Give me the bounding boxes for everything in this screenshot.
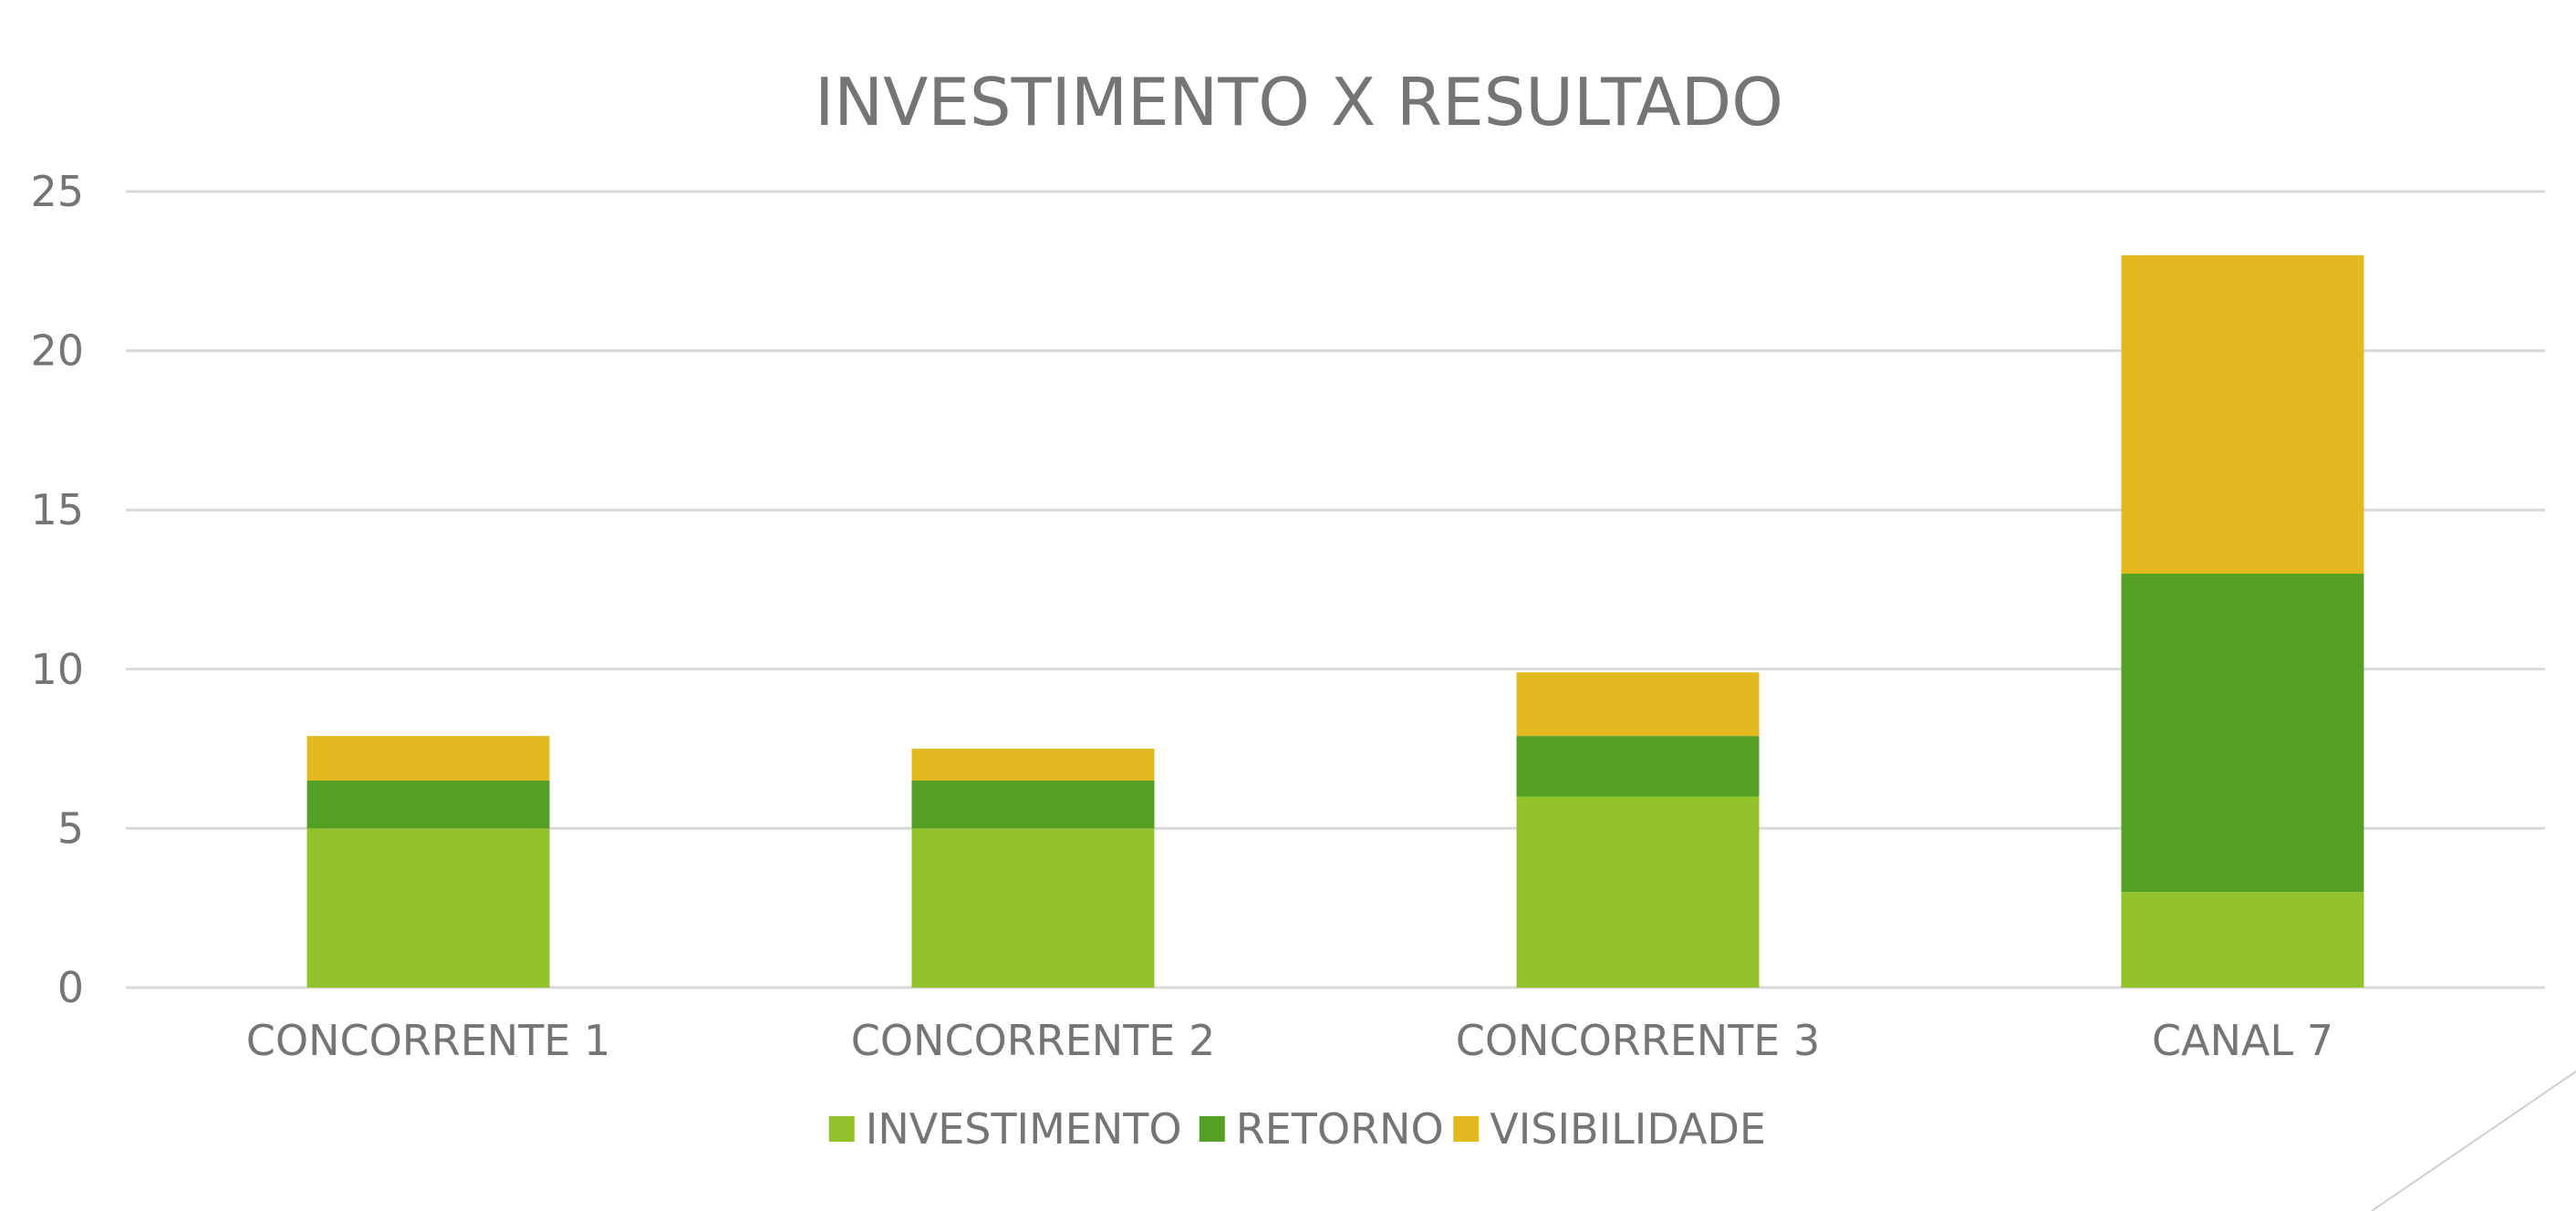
chart-title: INVESTIMENTO X RESULTADO bbox=[815, 64, 1783, 140]
legend-swatch bbox=[1453, 1116, 1480, 1142]
y-tick-label: 25 bbox=[30, 167, 84, 216]
legend-item-visibilidade: VISIBILIDADE bbox=[1453, 1104, 1766, 1154]
x-category-label: CONCORRENTE 1 bbox=[246, 1016, 611, 1065]
legend-item-investimento: INVESTIMENTO bbox=[828, 1104, 1182, 1154]
bar-visibilidade-4 bbox=[2121, 254, 2364, 574]
x-category-label: CANAL 7 bbox=[2152, 1016, 2333, 1065]
bar-visibilidade-2 bbox=[911, 749, 1155, 781]
legend-swatch bbox=[828, 1116, 855, 1142]
y-tick-label: 5 bbox=[57, 803, 84, 853]
bar-retorno-3 bbox=[1516, 736, 1760, 797]
decorative-corner-line bbox=[2371, 1071, 2576, 1211]
bar-retorno-1 bbox=[306, 781, 550, 829]
bar-investimento-1 bbox=[306, 828, 550, 988]
x-category-label: CONCORRENTE 3 bbox=[1456, 1016, 1821, 1065]
legend-item-retorno: RETORNO bbox=[1199, 1104, 1444, 1154]
bar-investimento-2 bbox=[911, 828, 1155, 988]
legend: INVESTIMENTO RETORNO VISIBILIDADE bbox=[828, 1104, 1766, 1154]
bars bbox=[306, 254, 2364, 988]
legend-label: INVESTIMENTO bbox=[866, 1104, 1182, 1154]
bar-retorno-4 bbox=[2121, 574, 2364, 893]
x-category-label: CONCORRENTE 2 bbox=[851, 1016, 1216, 1065]
legend-label: RETORNO bbox=[1236, 1104, 1444, 1154]
y-tick-label: 15 bbox=[30, 485, 84, 534]
y-tick-label: 0 bbox=[57, 963, 84, 1012]
y-tick-label: 10 bbox=[30, 645, 84, 694]
bar-investimento-4 bbox=[2121, 892, 2364, 988]
bar-retorno-2 bbox=[911, 781, 1155, 829]
y-tick-label: 20 bbox=[30, 326, 84, 376]
bar-visibilidade-1 bbox=[306, 736, 550, 781]
y-axis-tick-labels: 0 5 10 15 20 25 bbox=[30, 167, 84, 1012]
legend-label: VISIBILIDADE bbox=[1490, 1104, 1766, 1154]
legend-swatch bbox=[1199, 1116, 1225, 1142]
bar-visibilidade-3 bbox=[1516, 672, 1760, 737]
x-axis-category-labels: CONCORRENTE 1 CONCORRENTE 2 CONCORRENTE 3 C… bbox=[246, 1016, 2333, 1065]
bar-investimento-3 bbox=[1516, 796, 1760, 988]
